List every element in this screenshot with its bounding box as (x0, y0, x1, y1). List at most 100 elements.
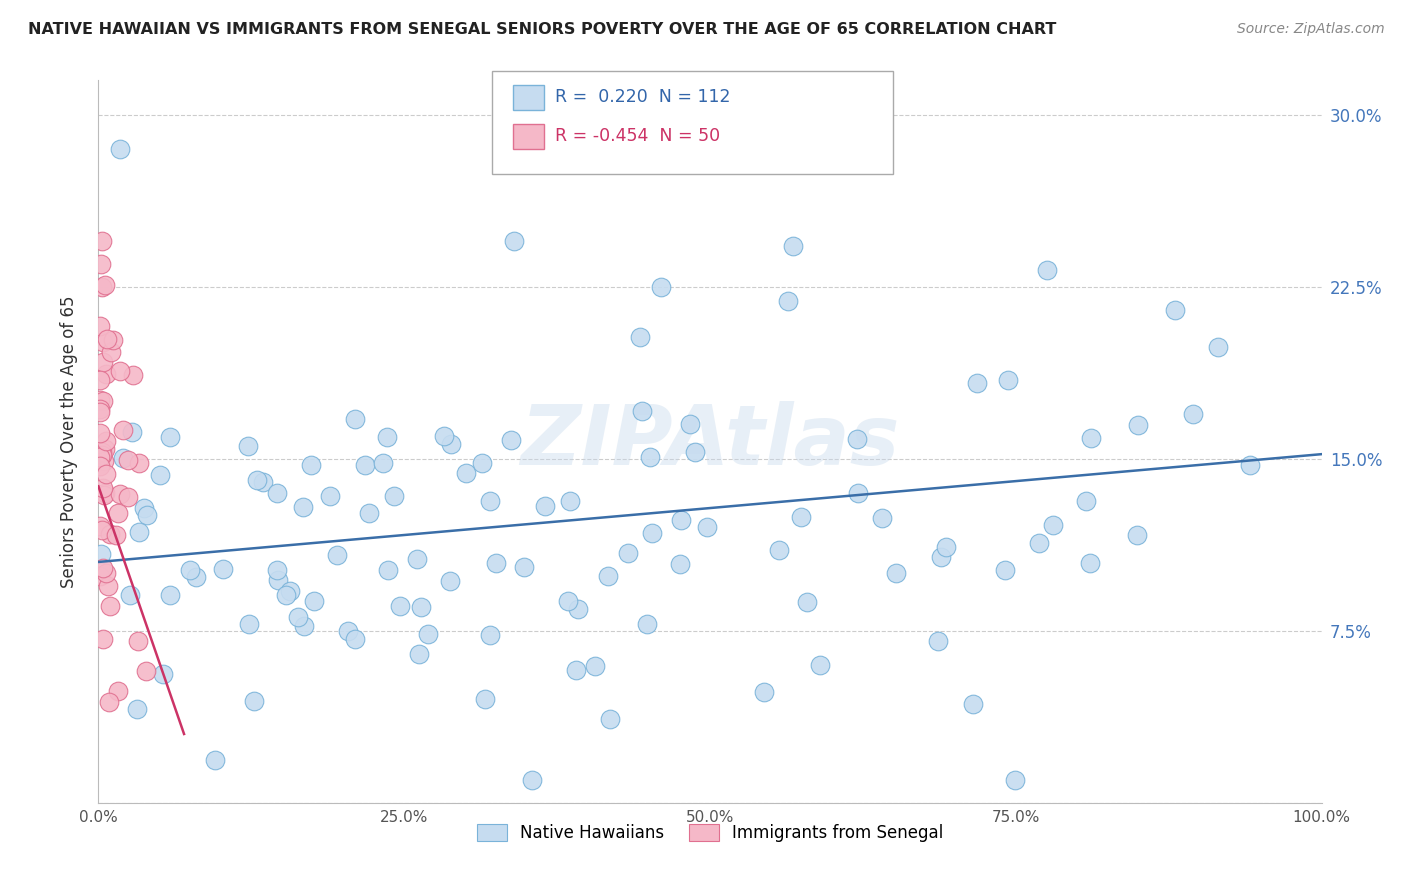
Point (184, 569, 207, 583)
Point (631, 404, 654, 418)
Point (118, 589, 141, 603)
Point (278, 584, 301, 599)
Point (375, 430, 398, 444)
Point (302, 594, 325, 608)
Point (101, 333, 124, 347)
Point (89, 373, 111, 387)
Point (337, 624, 360, 638)
Point (266, 563, 288, 577)
Point (359, 506, 381, 520)
Point (292, 619, 315, 633)
Point (93, 442, 115, 456)
Point (238, 617, 260, 632)
Point (117, 453, 139, 467)
Point (479, 628, 502, 642)
Point (599, 712, 621, 726)
Point (778, 293, 800, 308)
Point (808, 658, 831, 673)
Point (454, 466, 477, 480)
Point (474, 692, 496, 706)
Point (100, 345, 122, 359)
Point (596, 569, 619, 583)
Y-axis label: Seniors Poverty Over the Age of 65: Seniors Poverty Over the Age of 65 (59, 295, 77, 588)
Point (534, 500, 557, 514)
Point (567, 602, 589, 616)
Point (159, 430, 181, 444)
Point (485, 556, 508, 570)
Point (790, 509, 813, 524)
Point (89, 402, 111, 417)
Legend: Native Hawaiians, Immigrants from Senegal: Native Hawaiians, Immigrants from Senega… (470, 817, 950, 848)
Point (343, 412, 366, 426)
Point (98, 599, 121, 613)
Point (291, 500, 314, 515)
Point (1128, 418, 1150, 433)
Point (671, 513, 693, 527)
Point (935, 540, 957, 554)
Point (243, 694, 266, 708)
Point (238, 439, 260, 453)
Point (98, 527, 121, 541)
Point (117, 490, 139, 504)
Point (107, 506, 129, 520)
Point (122, 368, 145, 383)
Point (371, 456, 394, 470)
Point (754, 685, 776, 699)
Point (94, 486, 117, 500)
Point (266, 486, 288, 500)
Point (89, 393, 111, 408)
Point (179, 563, 201, 577)
Point (997, 373, 1019, 387)
Point (683, 445, 706, 459)
Point (962, 697, 984, 711)
Point (416, 627, 439, 641)
Point (377, 563, 399, 577)
Point (319, 489, 342, 503)
Point (128, 525, 150, 540)
Point (136, 508, 159, 523)
Point (301, 458, 323, 472)
Point (846, 432, 869, 446)
Point (696, 520, 718, 534)
Point (1206, 340, 1229, 354)
Point (471, 456, 494, 470)
Point (993, 563, 1015, 577)
Text: NATIVE HAWAIIAN VS IMMIGRANTS FROM SENEGAL SENIORS POVERTY OVER THE AGE OF 65 CO: NATIVE HAWAIIAN VS IMMIGRANTS FROM SENEG… (28, 22, 1056, 37)
Point (211, 561, 233, 575)
Point (152, 667, 174, 681)
Point (252, 475, 274, 489)
Point (135, 665, 157, 679)
Point (128, 456, 150, 470)
Point (91, 234, 114, 248)
Point (628, 330, 651, 344)
Point (287, 610, 309, 624)
Point (91, 355, 114, 369)
Point (89, 569, 111, 583)
Point (96, 434, 118, 448)
Text: R = -0.454  N = 50: R = -0.454 N = 50 (555, 127, 720, 145)
Point (94, 278, 117, 293)
Point (408, 648, 430, 662)
Point (768, 543, 790, 558)
Point (343, 632, 366, 646)
Point (91, 481, 114, 495)
Point (1181, 407, 1204, 421)
Point (884, 566, 907, 580)
Point (96, 566, 118, 580)
Point (1074, 494, 1097, 508)
Point (246, 473, 269, 487)
Point (405, 552, 427, 566)
Point (90, 547, 112, 561)
Point (353, 458, 375, 472)
Point (520, 772, 543, 787)
Point (557, 594, 579, 608)
Point (1004, 772, 1026, 787)
Point (266, 573, 288, 587)
Point (389, 599, 412, 613)
Point (440, 437, 463, 451)
Point (1164, 302, 1187, 317)
Point (640, 450, 662, 465)
Text: ZIPAtlas: ZIPAtlas (520, 401, 900, 482)
Point (565, 663, 588, 677)
Point (929, 549, 952, 564)
